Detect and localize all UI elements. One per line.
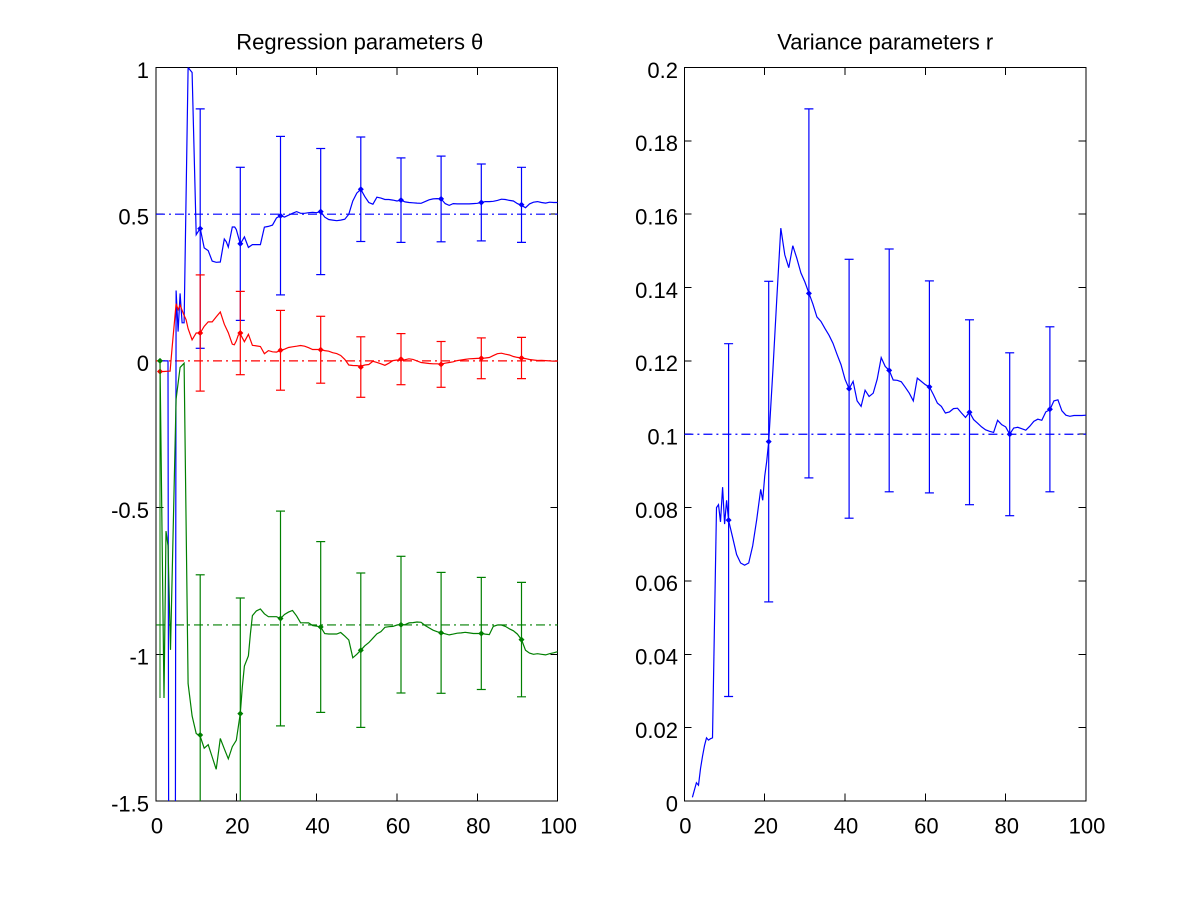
svg-text:0.5: 0.5	[118, 205, 149, 230]
svg-text:-0.5: -0.5	[111, 498, 149, 523]
svg-text:100: 100	[1069, 814, 1106, 839]
svg-text:60: 60	[386, 814, 410, 839]
svg-text:100: 100	[540, 814, 577, 839]
svg-text:40: 40	[834, 814, 858, 839]
svg-text:20: 20	[753, 814, 777, 839]
svg-text:Regression parameters θ: Regression parameters θ	[236, 30, 483, 55]
svg-text:0: 0	[151, 814, 163, 839]
svg-text:0.14: 0.14	[635, 278, 678, 303]
svg-text:-1: -1	[129, 645, 149, 670]
svg-text:0.02: 0.02	[635, 718, 678, 743]
svg-text:80: 80	[994, 814, 1018, 839]
svg-text:Variance parameters r: Variance parameters r	[777, 30, 993, 55]
svg-text:0.08: 0.08	[635, 498, 678, 523]
svg-text:40: 40	[305, 814, 329, 839]
svg-text:0.04: 0.04	[635, 645, 678, 670]
svg-text:0.06: 0.06	[635, 571, 678, 596]
svg-text:0.1: 0.1	[647, 425, 678, 450]
svg-text:-1.5: -1.5	[111, 791, 149, 816]
svg-text:0: 0	[679, 814, 691, 839]
svg-text:1: 1	[137, 58, 149, 83]
svg-text:60: 60	[914, 814, 938, 839]
svg-text:0: 0	[137, 351, 149, 376]
svg-text:20: 20	[225, 814, 249, 839]
svg-text:0.16: 0.16	[635, 205, 678, 230]
svg-text:0.2: 0.2	[647, 58, 678, 83]
svg-text:80: 80	[466, 814, 490, 839]
svg-text:0.18: 0.18	[635, 131, 678, 156]
svg-text:0: 0	[666, 791, 678, 816]
svg-text:0.12: 0.12	[635, 351, 678, 376]
